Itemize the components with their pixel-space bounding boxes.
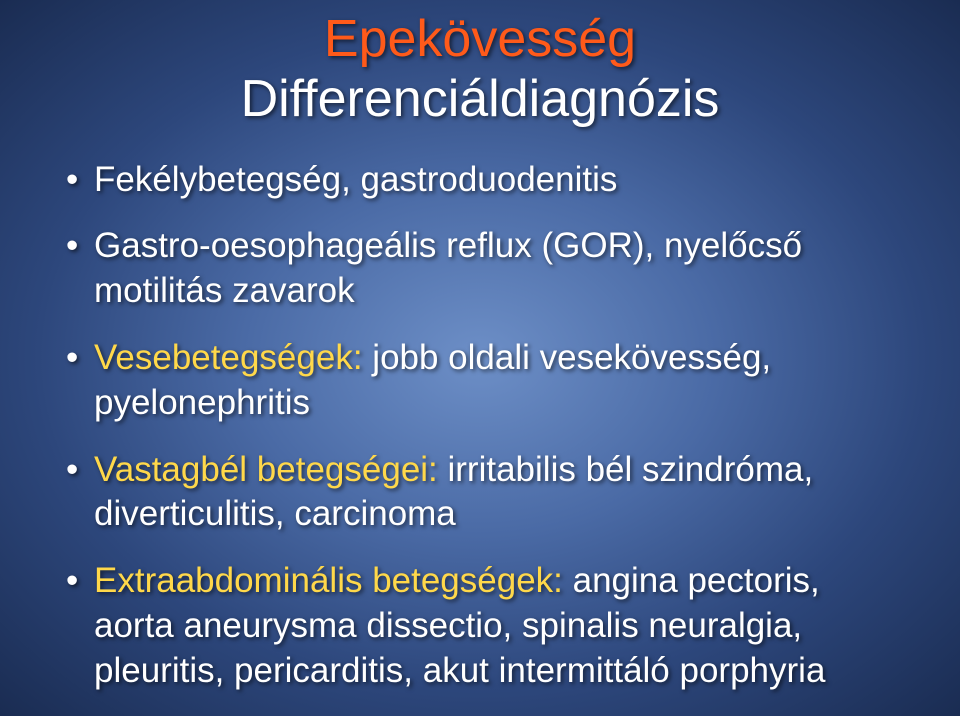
slide-title-block: Epekövesség Differenciáldiagnózis [60,10,900,130]
list-item: Fekélybetegség, gastroduodenitis [60,158,900,203]
list-item: Vesebetegségek: jobb oldali vesekövesség… [60,336,900,426]
bullet-prefix: Vastagbél betegségei: [94,450,438,489]
bullet-text: Fekélybetegség, gastroduodenitis [94,160,617,199]
bullet-list: Fekélybetegség, gastroduodenitis Gastro-… [60,158,900,694]
list-item: Gastro-oesophageális reflux (GOR), nyelő… [60,224,900,314]
bullet-prefix: Vesebetegségek: [94,338,363,377]
slide-title-line2: Differenciáldiagnózis [60,70,900,130]
bullet-text: Gastro-oesophageális reflux (GOR), nyelő… [94,226,802,310]
list-item: Extraabdominális betegségek: angina pect… [60,559,900,693]
bullet-prefix: Extraabdominális betegségek: [94,561,563,600]
list-item: Vastagbél betegségei: irritabilis bél sz… [60,448,900,538]
slide-title-line1: Epekövesség [60,10,900,70]
